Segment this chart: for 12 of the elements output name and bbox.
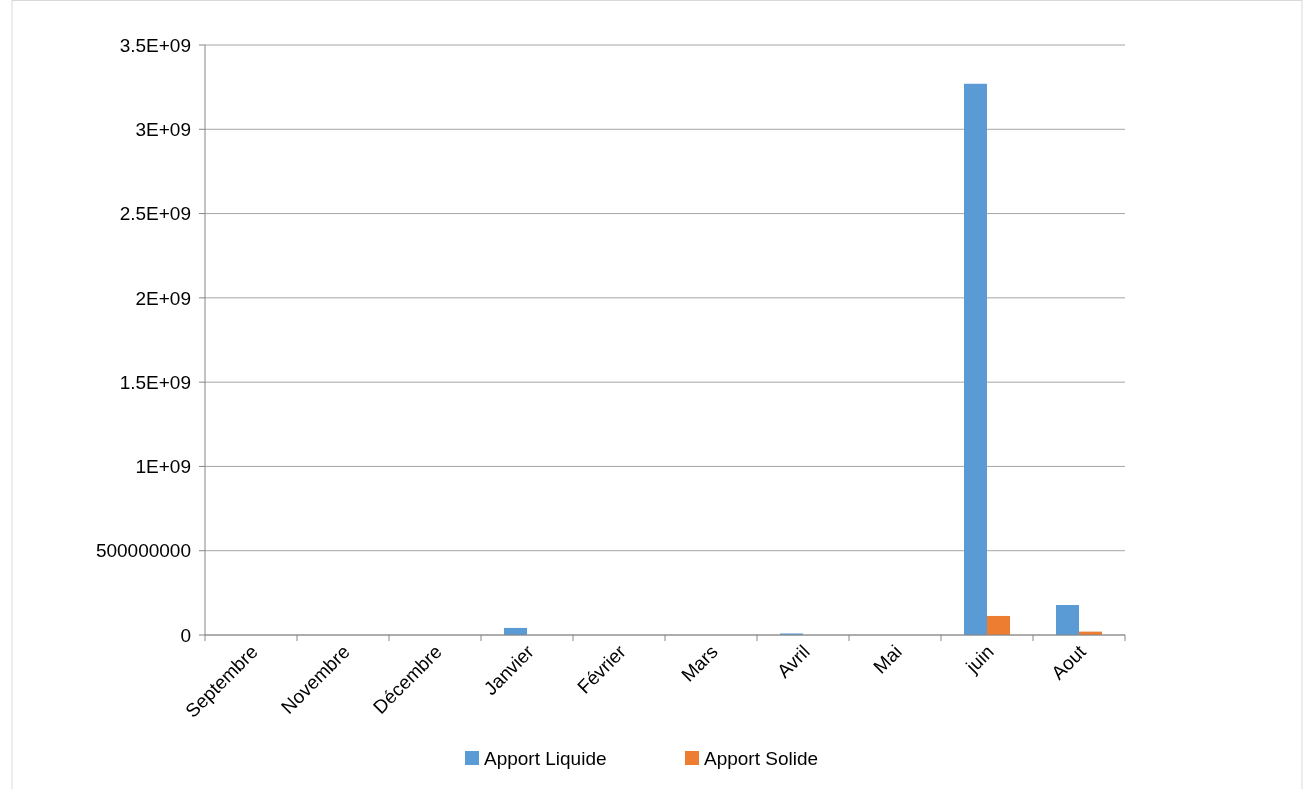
y-tick-label: 1E+09	[135, 456, 191, 478]
y-tick-label: 500000000	[95, 540, 191, 562]
legend-label: Apport Liquide	[484, 747, 607, 769]
x-tick-label: juin	[961, 640, 998, 678]
x-tick-label: Mai	[869, 640, 906, 678]
y-tick-label: 2.5E+09	[119, 203, 191, 225]
y-tick-label: 1.5E+09	[119, 371, 191, 393]
legend-label: Apport Solide	[704, 747, 819, 769]
y-tick-label: 3.5E+09	[119, 34, 191, 56]
y-tick-label: 2E+09	[135, 287, 191, 309]
y-tick-label: 3E+09	[135, 118, 191, 140]
y-tick-label: 0	[180, 624, 191, 646]
